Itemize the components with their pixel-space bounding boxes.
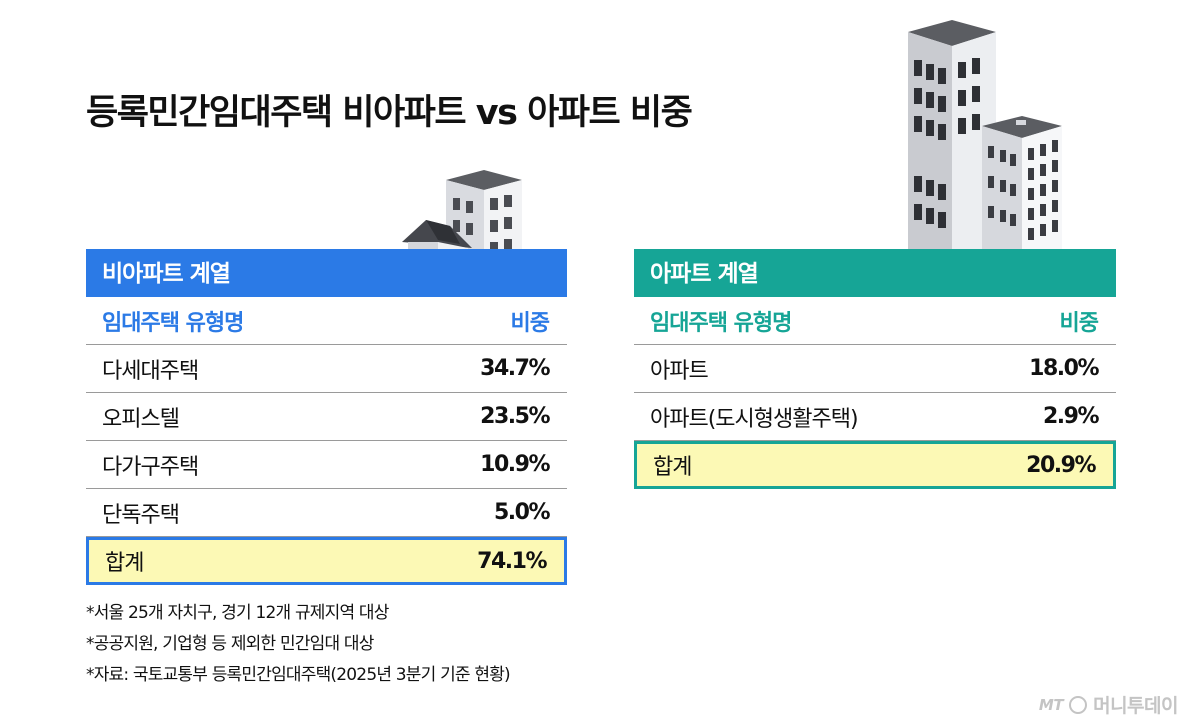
table-row: 다세대주택 34.7% — [86, 345, 567, 393]
row-name: 아파트 — [650, 358, 709, 384]
row-value: 18.0% — [1029, 356, 1099, 381]
column-header-row: 임대주택 유형명 비중 — [634, 297, 1116, 345]
apartment-towers-icon — [908, 20, 1062, 278]
row-name: 아파트(도시형생활주택) — [650, 406, 859, 432]
row-name: 단독주택 — [102, 502, 180, 528]
row-name: 오피스텔 — [102, 406, 180, 432]
non-apartment-table: 비아파트 계열 임대주택 유형명 비중 다세대주택 34.7% 오피스텔 23.… — [86, 249, 567, 585]
logo-circle-icon — [1069, 695, 1088, 714]
total-label: 합계 — [653, 455, 692, 480]
row-value: 34.7% — [480, 356, 550, 381]
footnote: *공공지원, 기업형 등 제외한 민간임대 대상 — [86, 634, 374, 654]
total-row: 합계 74.1% — [86, 537, 567, 585]
column-share-label: 비중 — [1059, 310, 1099, 336]
total-value: 74.1% — [477, 548, 547, 574]
footnote: *서울 25개 자치구, 경기 12개 규제지역 대상 — [86, 603, 389, 623]
column-type-label: 임대주택 유형명 — [102, 310, 244, 336]
row-name: 다가구주택 — [102, 454, 199, 480]
table-row: 다가구주택 10.9% — [86, 441, 567, 489]
page-title: 등록민간임대주택 비아파트 vs 아파트 비중 — [86, 93, 693, 133]
column-type-label: 임대주택 유형명 — [650, 310, 792, 336]
apartment-table: 아파트 계열 임대주택 유형명 비중 아파트 18.0% 아파트(도시형생활주택… — [634, 249, 1116, 489]
footnotes: *서울 25개 자치구, 경기 12개 규제지역 대상 *공공지원, 기업형 등… — [86, 598, 511, 691]
total-row: 합계 20.9% — [634, 441, 1116, 489]
footnote: *자료: 국토교통부 등록민간임대주택(2025년 3분기 기준 현황) — [86, 665, 511, 685]
total-value: 20.9% — [1026, 452, 1096, 478]
row-value: 2.9% — [1042, 404, 1100, 429]
table-row: 아파트(도시형생활주택) 2.9% — [634, 393, 1116, 441]
logo-mt: MT — [1038, 695, 1064, 714]
table-row: 오피스텔 23.5% — [86, 393, 567, 441]
publisher-logo: MT 머니투데이 — [1038, 691, 1179, 718]
column-share-label: 비중 — [510, 310, 550, 336]
row-value: 23.5% — [480, 404, 550, 429]
row-value: 10.9% — [480, 452, 550, 477]
non-apartment-header: 비아파트 계열 — [86, 249, 567, 297]
row-name: 다세대주택 — [102, 358, 199, 384]
logo-text: 머니투데이 — [1093, 695, 1178, 717]
table-row: 아파트 18.0% — [634, 345, 1116, 393]
apartment-header: 아파트 계열 — [634, 249, 1116, 297]
table-row: 단독주택 5.0% — [86, 489, 567, 537]
row-value: 5.0% — [493, 500, 551, 525]
column-header-row: 임대주택 유형명 비중 — [86, 297, 567, 345]
total-label: 합계 — [105, 551, 144, 576]
